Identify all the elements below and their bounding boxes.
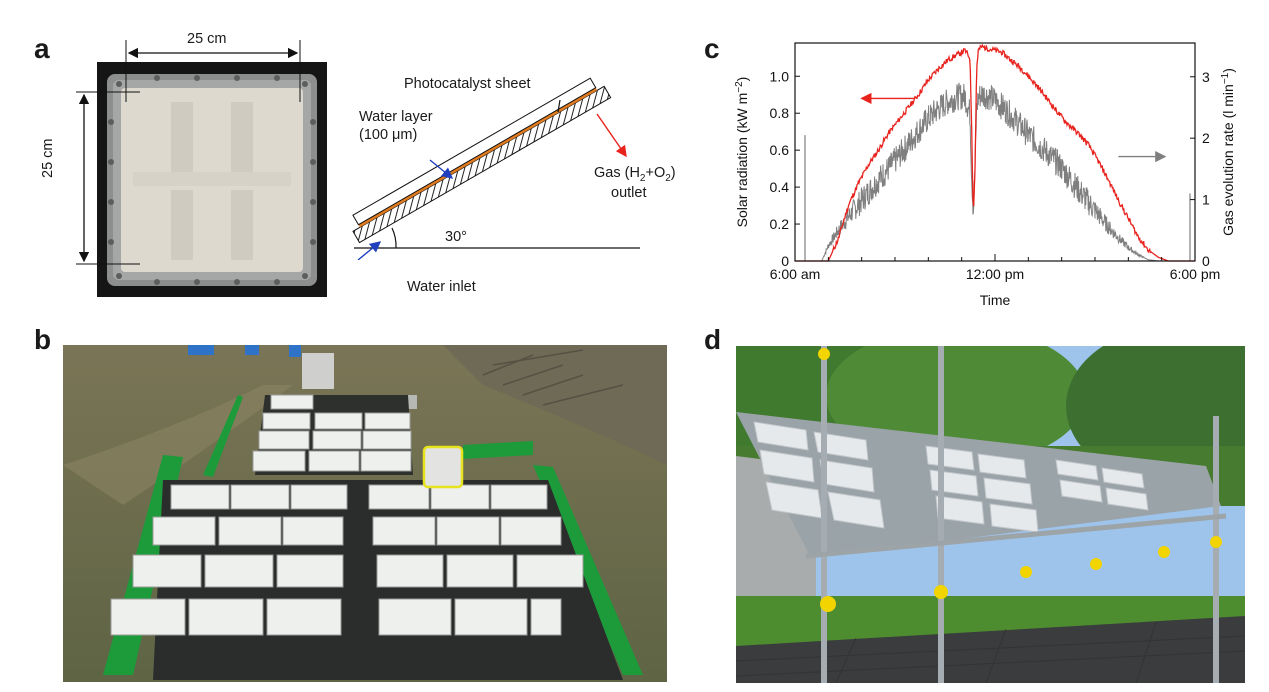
panel-b-letter: b: [34, 324, 52, 355]
right-y-axis-label: Gas evolution rate (l min−1): [1220, 68, 1236, 236]
left-y-tick-label: 0.4: [770, 179, 790, 195]
right-y-label-close: ): [1220, 68, 1236, 73]
gas-evolution-series-line: [795, 82, 1195, 262]
sheet-photo-drawing: [107, 74, 317, 286]
aerial-photo-drawing: [63, 345, 667, 682]
right-y-label-main: Gas evolution rate (l min: [1220, 84, 1236, 236]
water-inlet-label: Water inlet: [407, 279, 476, 295]
left-y-label-close: ): [734, 77, 750, 82]
angle-label: 30°: [445, 229, 467, 245]
left-y-tick-label: 1.0: [770, 68, 790, 84]
left-y-tick-label: 0.8: [770, 105, 790, 121]
panel-d-letter: d: [704, 324, 722, 355]
x-axis-label: Time: [980, 292, 1011, 308]
x-tick-label: 6:00 am: [770, 266, 821, 282]
panel-a-letter: a: [34, 33, 50, 64]
right-y-tick-label: 2: [1202, 130, 1210, 146]
right-y-label-sup: −1: [1220, 72, 1231, 84]
left-y-axis-label: Solar radiation (kW m−2): [734, 77, 750, 228]
photocatalyst-sheet-label: Photocatalyst sheet: [404, 76, 531, 92]
gas-sub-1: 2: [639, 172, 646, 184]
right-y-tick-label: 3: [1202, 69, 1210, 85]
gas-label-close: ): [670, 165, 676, 181]
water-layer-thickness-label: (100 μm): [359, 127, 418, 143]
panel-a-schematic: [352, 77, 640, 260]
panel-a-dimension-lines: [76, 40, 301, 265]
right-y-tick-label: 0: [1202, 253, 1210, 269]
left-y-label-main: Solar radiation (kW m: [734, 93, 750, 228]
gas-evolution-chart: 0 0.2 0.4 0.6 0.8 1.0 0 1 2 3 6:00 am 12:00 pm 6:00 …: [734, 42, 1236, 308]
chart-axes: 0 0.2 0.4 0.6 0.8 1.0 0 1 2 3 6:00 am 12:00 pm 6:00 …: [734, 42, 1236, 308]
panel-b-aerial-photo: [63, 345, 667, 682]
gas-outlet-label: Gas (H2+O2): [594, 165, 676, 184]
chart-plot-area: [795, 43, 1195, 262]
width-dimension-label: 25 cm: [187, 31, 227, 47]
field-photo-drawing: [736, 346, 1245, 683]
left-y-label-sup: −2: [734, 81, 745, 93]
panel-d-field-photo: [736, 346, 1245, 683]
panel-a-sheet-photo: [97, 62, 327, 297]
gas-label-mid: +O: [645, 165, 666, 181]
gas-sub-2: 2: [665, 172, 671, 184]
solar-radiation-series-line: [795, 43, 1195, 262]
gas-label-text: Gas (H: [594, 165, 640, 181]
water-layer-label: Water layer: [359, 109, 433, 125]
x-tick-label: 6:00 pm: [1170, 266, 1221, 282]
x-tick-label: 12:00 pm: [966, 266, 1024, 282]
left-y-tick-label: 0.6: [770, 142, 790, 158]
height-dimension-label: 25 cm: [40, 138, 56, 179]
right-y-tick-label: 1: [1202, 192, 1210, 208]
left-y-tick-label: 0: [781, 253, 789, 269]
left-y-tick-label: 0.2: [770, 216, 790, 232]
gas-outlet-word: outlet: [611, 185, 647, 201]
panel-c-letter: c: [704, 33, 720, 64]
